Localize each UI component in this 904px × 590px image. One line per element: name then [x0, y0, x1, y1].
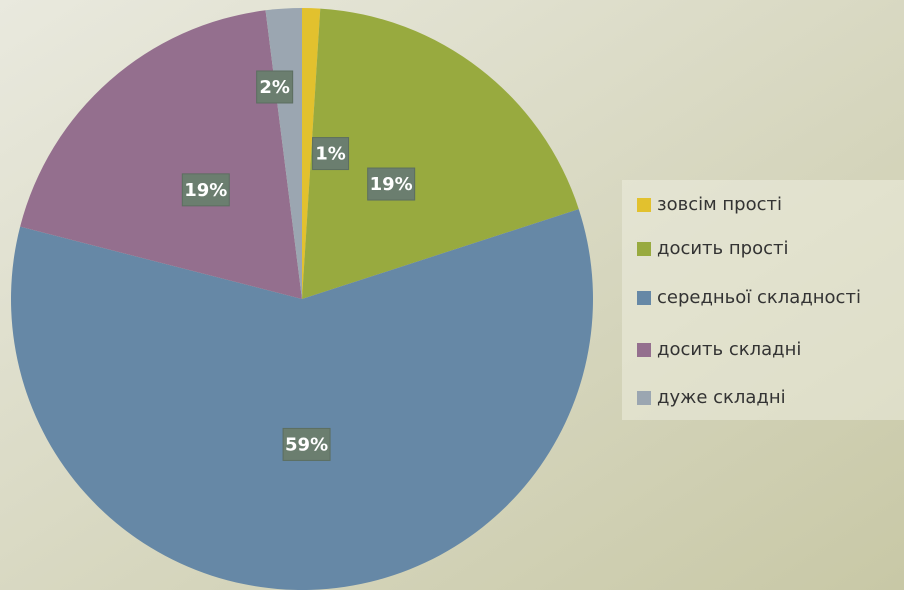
legend-label: середньої складності [657, 287, 861, 308]
pie-slice [302, 8, 579, 300]
pie-slice [302, 8, 321, 299]
legend-label: зовсім прості [657, 194, 782, 215]
data-label: 2% [259, 77, 290, 98]
legend-swatch [637, 291, 651, 305]
data-label-box [256, 70, 294, 104]
legend-swatch [637, 198, 651, 212]
data-label: 19% [370, 174, 413, 195]
legend-swatch [637, 391, 651, 405]
legend-box [622, 180, 904, 420]
pie-slice [20, 10, 302, 300]
data-label-box [282, 427, 331, 461]
legend-swatch [637, 343, 651, 357]
legend-swatch [637, 242, 651, 256]
data-label: 59% [285, 434, 328, 455]
data-label-box [181, 173, 230, 207]
data-label-box [367, 167, 416, 201]
legend-label: дуже складні [657, 387, 786, 408]
data-label: 1% [315, 144, 346, 165]
pie-slice [11, 209, 593, 590]
data-label: 19% [184, 180, 227, 201]
legend-label: досить прості [657, 238, 788, 259]
legend-label: досить складні [657, 339, 801, 360]
data-label-box [312, 137, 350, 171]
